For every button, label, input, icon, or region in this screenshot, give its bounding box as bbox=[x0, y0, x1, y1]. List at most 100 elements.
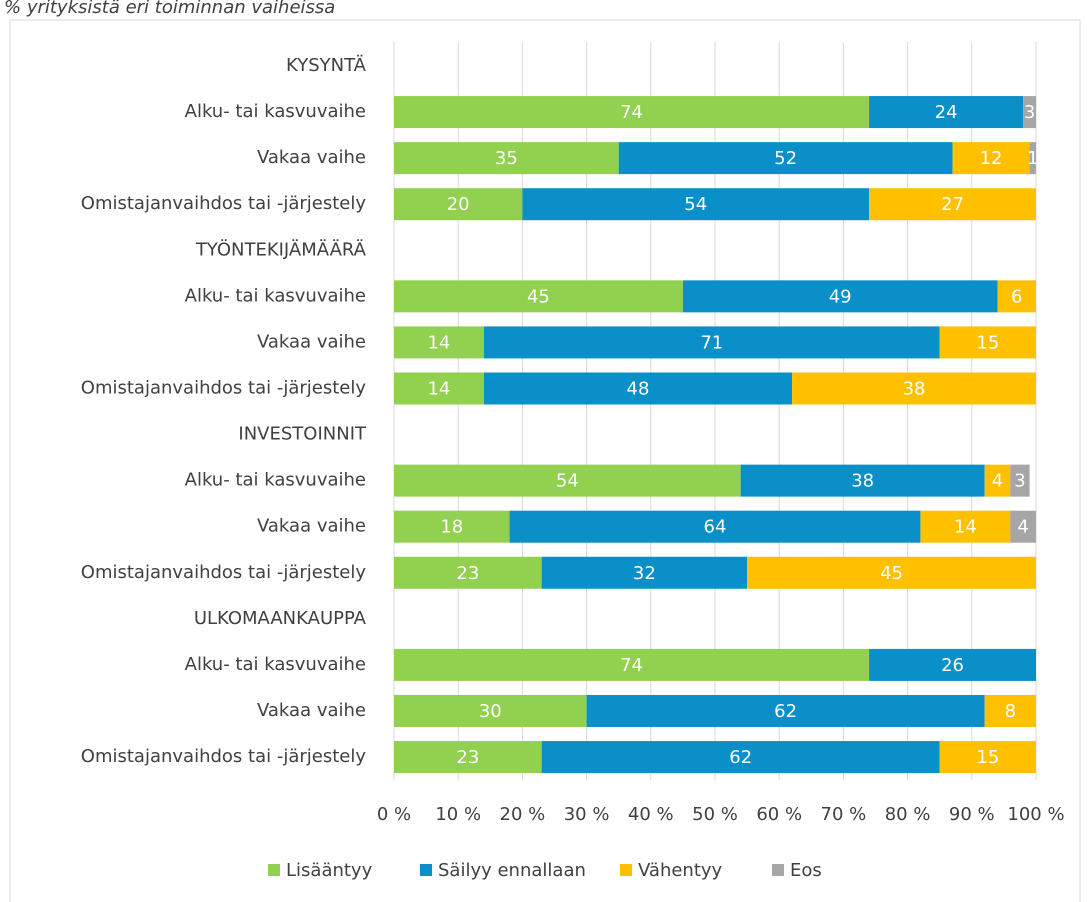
data-label: 62 bbox=[729, 747, 752, 768]
x-tick-label: 0 % bbox=[377, 804, 411, 825]
chart-title: % yrityksistä eri toiminnan vaiheissa bbox=[4, 0, 335, 18]
bar-segment bbox=[394, 694, 587, 727]
y-tick-label: Omistajanvaihdos tai -järjestely bbox=[81, 746, 367, 767]
data-label: 12 bbox=[980, 148, 1003, 169]
bar-segment bbox=[394, 510, 510, 543]
x-tick-label: 40 % bbox=[628, 804, 674, 825]
bar-segment bbox=[483, 326, 940, 359]
legend-label: Säilyy ennallaan bbox=[438, 860, 586, 881]
bar-segment bbox=[984, 464, 1011, 497]
bar-segment bbox=[618, 142, 953, 175]
data-label: 4 bbox=[992, 471, 1003, 492]
data-label: 23 bbox=[456, 563, 479, 584]
y-tick-label: Vakaa vaihe bbox=[257, 331, 366, 352]
x-tick-label: 20 % bbox=[500, 804, 546, 825]
data-label: 35 bbox=[495, 148, 518, 169]
legend-label: Eos bbox=[790, 860, 822, 881]
data-label: 30 bbox=[479, 701, 502, 722]
bar-segment bbox=[1010, 510, 1036, 543]
bar-segment bbox=[1010, 464, 1030, 497]
y-tick-label: Omistajanvaihdos tai -järjestely bbox=[81, 377, 367, 398]
data-label: 18 bbox=[440, 517, 463, 538]
bar-segment bbox=[394, 326, 484, 359]
y-tick-label: Omistajanvaihdos tai -järjestely bbox=[81, 193, 367, 214]
bar-segment bbox=[920, 510, 1011, 543]
bar-segment bbox=[740, 464, 985, 497]
bar-segment bbox=[747, 556, 1036, 589]
data-label: 71 bbox=[700, 332, 723, 353]
data-label: 54 bbox=[556, 471, 579, 492]
y-tick-label: Alku- tai kasvuvaihe bbox=[185, 654, 366, 675]
data-label: 64 bbox=[704, 517, 727, 538]
data-label: 54 bbox=[684, 194, 707, 215]
legend-swatch bbox=[772, 864, 784, 876]
data-label: 24 bbox=[935, 102, 958, 123]
y-tick-label: KYSYNTÄ bbox=[286, 55, 367, 76]
data-label: 20 bbox=[447, 194, 470, 215]
bar-segment bbox=[394, 372, 484, 405]
x-tick-label: 90 % bbox=[949, 804, 995, 825]
y-tick-label: Omistajanvaihdos tai -järjestely bbox=[81, 562, 367, 583]
x-tick-label: 80 % bbox=[885, 804, 931, 825]
data-label: 74 bbox=[620, 655, 643, 676]
y-tick-label: Alku- tai kasvuvaihe bbox=[185, 101, 366, 122]
bar-segment bbox=[394, 142, 619, 175]
bar-segment bbox=[997, 280, 1036, 313]
x-tick-label: 10 % bbox=[435, 804, 481, 825]
data-label: 27 bbox=[941, 194, 964, 215]
bar-segment bbox=[394, 648, 870, 681]
data-label: 3 bbox=[1014, 471, 1025, 492]
bar-segment bbox=[792, 372, 1036, 405]
legend-swatch bbox=[620, 864, 632, 876]
y-tick-label: TYÖNTEKIJÄMÄÄRÄ bbox=[195, 238, 367, 260]
data-label: 14 bbox=[954, 517, 977, 538]
data-label: 48 bbox=[627, 378, 650, 399]
legend-swatch bbox=[420, 864, 432, 876]
bar-segment bbox=[939, 741, 1036, 774]
y-tick-label: Alku- tai kasvuvaihe bbox=[185, 470, 366, 491]
bar-segment bbox=[586, 694, 985, 727]
x-tick-label: 60 % bbox=[756, 804, 802, 825]
x-tick-label: 50 % bbox=[692, 804, 738, 825]
bar-segment bbox=[394, 556, 542, 589]
bar-segment bbox=[1023, 96, 1036, 129]
bar-segment bbox=[682, 280, 998, 313]
data-label: 15 bbox=[976, 747, 999, 768]
data-label: 14 bbox=[427, 378, 450, 399]
data-label: 26 bbox=[941, 655, 964, 676]
bar-segment bbox=[394, 741, 542, 774]
y-tick-label: Alku- tai kasvuvaihe bbox=[185, 285, 366, 306]
legend-label: Lisääntyy bbox=[286, 860, 373, 881]
chart-border bbox=[9, 19, 1081, 902]
y-tick-label: ULKOMAANKAUPPA bbox=[194, 608, 367, 629]
data-label: 62 bbox=[774, 701, 797, 722]
data-label: 45 bbox=[880, 563, 903, 584]
bar-segment bbox=[394, 96, 870, 129]
y-tick-label: INVESTOINNIT bbox=[238, 424, 367, 445]
data-label: 38 bbox=[851, 471, 874, 492]
data-label: 23 bbox=[456, 747, 479, 768]
bar-segment bbox=[394, 188, 523, 221]
data-label: 14 bbox=[427, 332, 450, 353]
bar-segment bbox=[939, 326, 1036, 359]
y-tick-label: Vakaa vaihe bbox=[257, 147, 366, 168]
data-label: 38 bbox=[903, 378, 926, 399]
data-label: 74 bbox=[620, 102, 643, 123]
data-label: 1 bbox=[1027, 148, 1038, 169]
data-label: 15 bbox=[976, 332, 999, 353]
x-tick-label: 100 % bbox=[1007, 804, 1064, 825]
bar-segment bbox=[394, 464, 741, 497]
legend-swatch bbox=[268, 864, 280, 876]
bar-segment bbox=[984, 694, 1036, 727]
x-tick-label: 70 % bbox=[821, 804, 867, 825]
legend-label: Vähentyy bbox=[638, 860, 723, 881]
bar-segment bbox=[869, 188, 1036, 221]
data-label: 6 bbox=[1011, 286, 1022, 307]
y-tick-label: Vakaa vaihe bbox=[257, 516, 366, 537]
data-label: 49 bbox=[829, 286, 852, 307]
data-label: 3 bbox=[1024, 102, 1035, 123]
x-tick-label: 30 % bbox=[564, 804, 610, 825]
bar-segment bbox=[952, 142, 1030, 175]
